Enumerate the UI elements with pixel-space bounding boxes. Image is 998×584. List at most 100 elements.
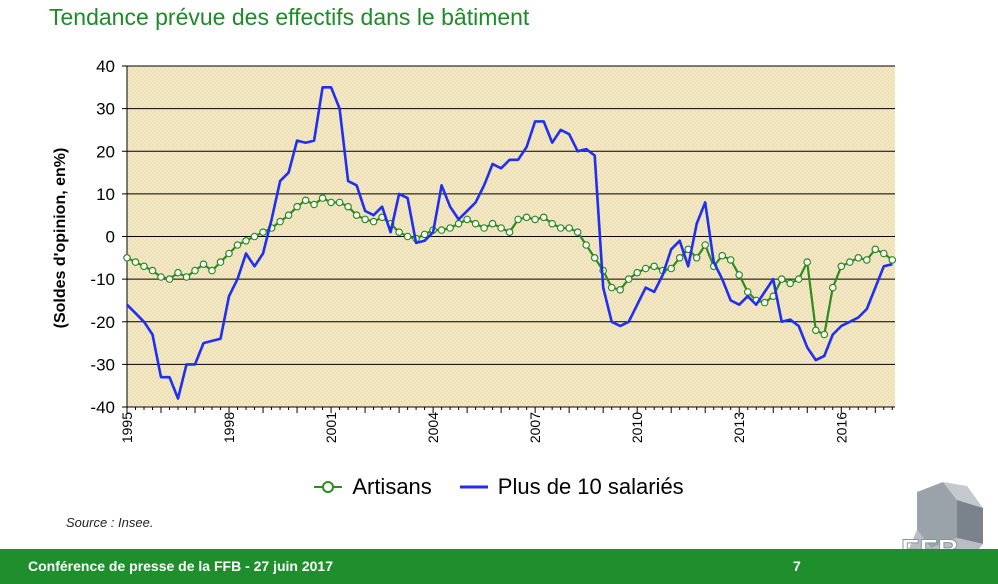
data-point-artisans xyxy=(157,273,165,281)
data-point-artisans xyxy=(488,219,497,228)
data-point-artisans xyxy=(794,275,803,283)
data-point-artisans xyxy=(539,213,548,222)
data-point-artisans xyxy=(505,228,514,237)
data-point-artisans xyxy=(675,253,684,262)
data-point-artisans xyxy=(845,258,854,266)
data-point-artisans xyxy=(437,226,446,234)
data-point-artisans xyxy=(820,330,829,339)
y-tick-label: -20 xyxy=(90,313,115,332)
data-point-artisans xyxy=(624,275,633,283)
data-point-artisans xyxy=(556,224,565,232)
y-tick-label: 40 xyxy=(96,57,115,76)
data-point-artisans xyxy=(828,283,837,292)
data-point-artisans xyxy=(140,262,148,271)
data-point-artisans xyxy=(854,253,863,262)
footer-bar: Conférence de presse de la FFB - 27 juin… xyxy=(0,549,998,584)
data-point-artisans xyxy=(250,232,259,241)
data-point-artisans xyxy=(395,228,403,237)
data-point-artisans xyxy=(522,213,531,222)
data-point-artisans xyxy=(471,219,480,228)
data-point-artisans xyxy=(565,224,574,232)
data-point-artisans xyxy=(514,215,522,224)
legend-label-artisans: Artisans xyxy=(352,474,432,499)
data-point-artisans xyxy=(199,260,208,269)
data-point-artisans xyxy=(352,211,361,220)
data-point-artisans xyxy=(165,275,174,283)
data-point-artisans xyxy=(480,224,488,232)
data-point-artisans xyxy=(650,262,659,271)
data-point-artisans xyxy=(616,285,625,294)
x-tick-label: 2016 xyxy=(833,412,849,443)
legend-swatch-artisans xyxy=(314,481,343,493)
data-point-artisans xyxy=(174,268,182,277)
data-point-artisans xyxy=(446,224,454,232)
data-point-artisans xyxy=(225,249,233,258)
data-point-artisans xyxy=(310,200,318,209)
data-point-artisans xyxy=(327,198,335,207)
y-tick-label: 20 xyxy=(96,142,115,161)
y-tick-label: 0 xyxy=(106,228,115,247)
data-point-artisans xyxy=(123,253,131,262)
data-point-artisans xyxy=(318,194,327,202)
data-point-artisans xyxy=(777,275,786,283)
data-point-artisans xyxy=(760,298,769,307)
source-note: Source : Insee. xyxy=(66,515,154,530)
data-point-artisans xyxy=(191,266,199,275)
data-point-artisans xyxy=(726,256,735,264)
x-tick-label: 1998 xyxy=(221,412,237,443)
x-tick-label: 2007 xyxy=(527,412,543,443)
data-point-artisans xyxy=(786,279,795,288)
data-point-artisans xyxy=(182,273,191,281)
data-point-artisans xyxy=(582,241,591,249)
x-tick-label: 1995 xyxy=(119,412,135,443)
series-line-plus10 xyxy=(126,86,893,400)
data-point-artisans xyxy=(259,228,267,237)
data-point-artisans xyxy=(301,196,310,205)
data-point-artisans xyxy=(590,253,599,262)
data-point-artisans xyxy=(216,258,225,266)
y-tick-label: 30 xyxy=(96,100,115,119)
data-point-artisans xyxy=(879,249,888,258)
slide-title: Tendance prévue des effectifs dans le bâ… xyxy=(49,4,530,30)
y-tick-label: -30 xyxy=(90,355,115,374)
data-point-artisans xyxy=(148,266,157,275)
data-point-artisans xyxy=(361,215,369,224)
data-point-artisans xyxy=(208,266,216,275)
x-tick-label: 2010 xyxy=(629,412,645,443)
data-point-artisans xyxy=(667,264,676,273)
page-number: 7 xyxy=(793,558,801,574)
data-point-artisans xyxy=(633,268,642,277)
data-point-artisans xyxy=(497,224,505,232)
data-point-artisans xyxy=(284,211,293,220)
data-point-artisans xyxy=(369,217,378,226)
data-point-artisans xyxy=(803,258,812,266)
data-point-artisans xyxy=(743,288,752,296)
series xyxy=(123,86,897,400)
x-tick-label: 2013 xyxy=(731,412,747,443)
legend-swatch-plus10 xyxy=(459,485,488,489)
data-point-artisans xyxy=(735,271,744,279)
y-tick-label: -10 xyxy=(90,270,115,289)
y-tick-label: 10 xyxy=(96,185,115,204)
data-point-artisans xyxy=(573,228,582,237)
data-point-artisans xyxy=(837,262,846,271)
data-point-artisans xyxy=(607,283,616,292)
footer-text: Conférence de presse de la FFB - 27 juin… xyxy=(28,558,333,574)
data-point-artisans xyxy=(862,256,871,264)
x-tick-label: 2004 xyxy=(425,412,441,443)
data-point-artisans xyxy=(701,241,710,249)
data-point-artisans xyxy=(531,215,539,224)
legend-item-artisans: Artisans xyxy=(314,474,432,500)
legend-item-plus10: Plus de 10 salariés xyxy=(459,474,684,500)
y-tick-label: -40 xyxy=(90,398,115,417)
data-point-artisans xyxy=(463,215,471,224)
data-point-artisans xyxy=(548,219,557,228)
data-point-artisans xyxy=(233,241,242,249)
data-point-artisans xyxy=(335,198,344,207)
data-point-artisans xyxy=(454,219,463,228)
data-point-artisans xyxy=(692,253,701,262)
data-point-artisans xyxy=(888,256,897,264)
data-point-artisans xyxy=(811,326,820,335)
